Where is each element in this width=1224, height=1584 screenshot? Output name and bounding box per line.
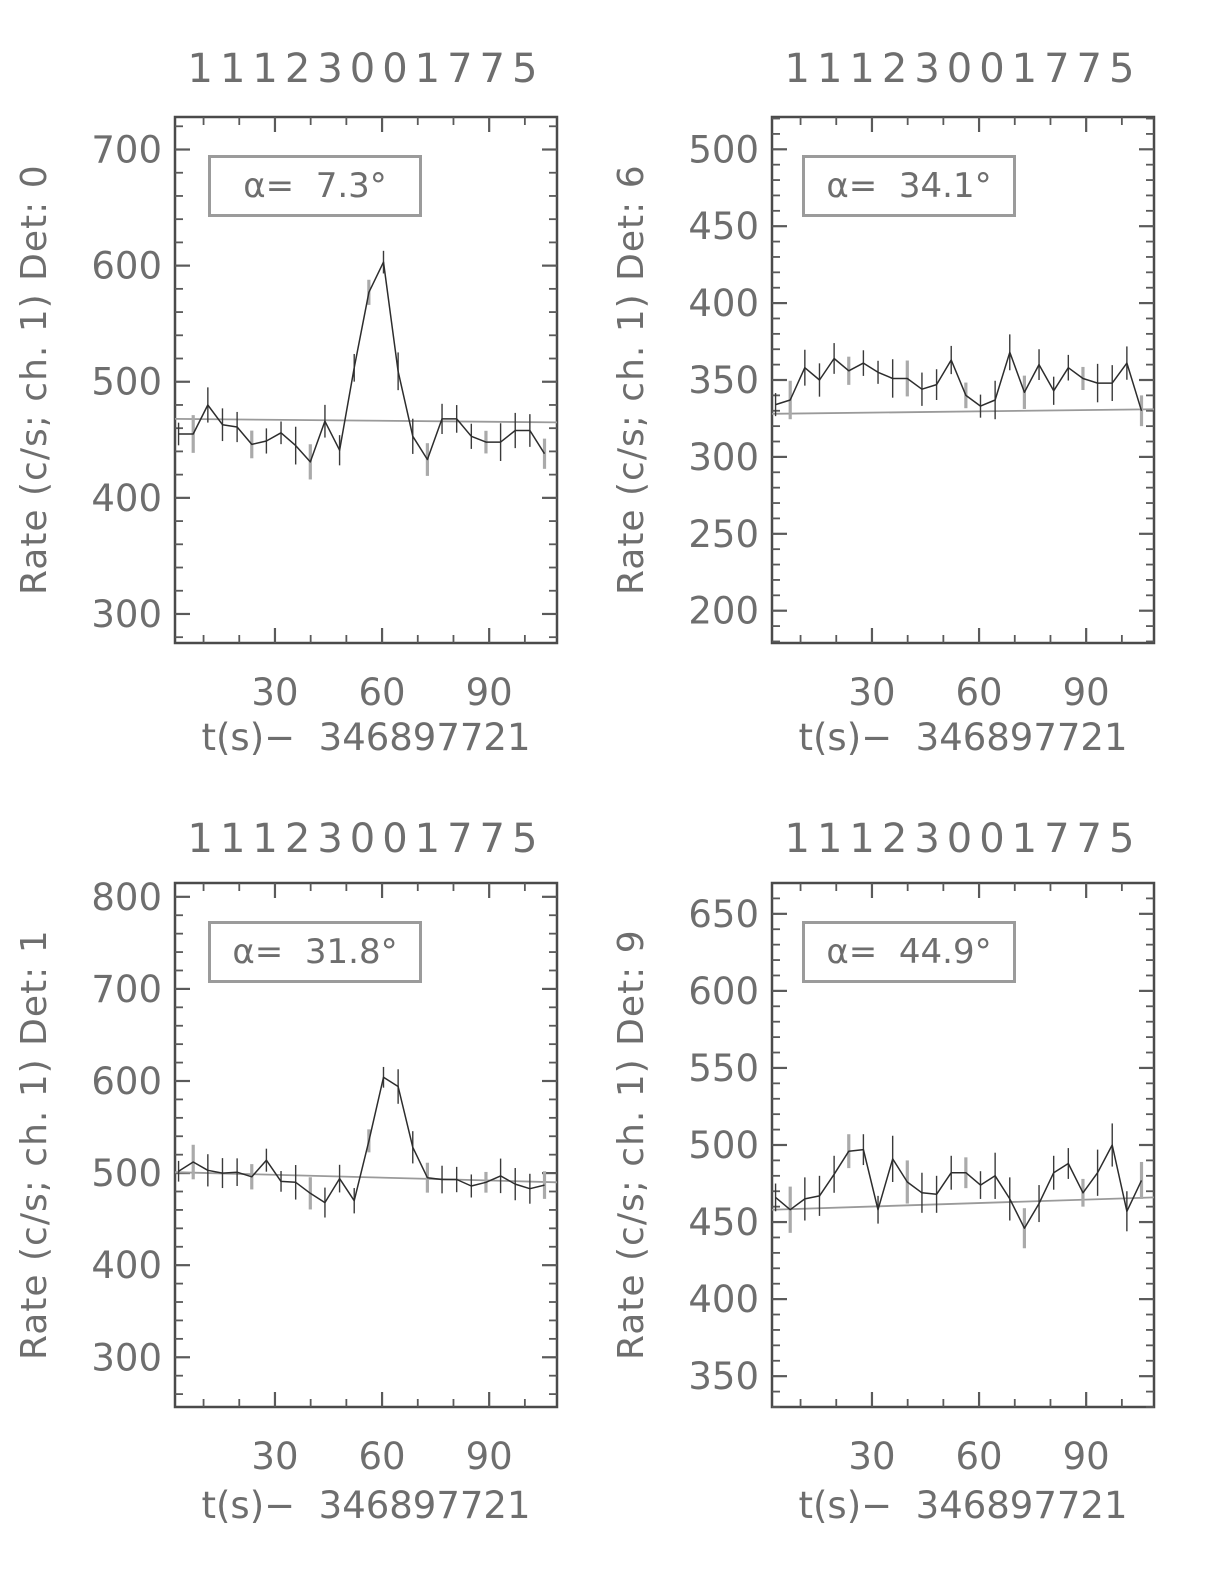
plot-frame (173, 881, 559, 1409)
y-tick-label: 500 (91, 361, 162, 404)
x-tick-label: 90 (1063, 671, 1110, 714)
alpha-annotation-box: α= 31.8° (208, 921, 422, 983)
panel-title: 11123001775 (784, 816, 1142, 862)
x-tick-label: 30 (251, 671, 298, 714)
alpha-annotation-box: α= 44.9° (802, 921, 1016, 983)
panel-det-0: 11123001775 Rate (c/s; ch. 1) Det: 0 300… (0, 0, 612, 792)
y-tick-label: 600 (91, 1060, 162, 1103)
x-axis-label: t(s)− 346897721 (798, 1484, 1128, 1527)
y-tick-label: 200 (688, 590, 759, 633)
x-axis-label: t(s)− 346897721 (201, 716, 531, 759)
panel-det-9: 11123001775 Rate (c/s; ch. 1) Det: 9 350… (611, 792, 1224, 1584)
y-tick-label: 450 (688, 1201, 759, 1244)
y-tick-label: 600 (91, 245, 162, 288)
alpha-annotation-box: α= 34.1° (802, 155, 1016, 217)
y-tick-label: 300 (91, 1336, 162, 1379)
y-tick-label: 700 (91, 968, 162, 1011)
y-tick-label: 350 (688, 1355, 759, 1398)
y-tick-label: 700 (91, 129, 162, 172)
y-tick-label: 500 (688, 1124, 759, 1167)
alpha-value-label: α= 44.9° (826, 932, 992, 972)
panel-det-1: 11123001775 Rate (c/s; ch. 1) Det: 1 300… (0, 792, 612, 1584)
y-tick-label: 350 (688, 359, 759, 402)
y-tick-label: 400 (688, 1278, 759, 1321)
light-curve-data-line (775, 1144, 1143, 1229)
panel-title: 11123001775 (187, 816, 545, 862)
x-tick-label: 60 (956, 671, 1003, 714)
alpha-annotation-box: α= 7.3° (208, 155, 422, 217)
plot-area-det-0: 300 400 500 600 700 30 60 90 (91, 115, 559, 714)
plot-area-det-1: 300 400 500 600 700 800 30 60 90 (91, 876, 559, 1478)
x-tick-label: 30 (848, 671, 895, 714)
y-tick-label: 500 (688, 128, 759, 171)
x-tick-label: 90 (466, 1435, 513, 1478)
plot-area-det-9: 350 400 450 500 550 600 650 30 60 90 (688, 881, 1156, 1478)
x-tick-label: 60 (956, 1435, 1003, 1478)
y-tick-label: 300 (91, 593, 162, 636)
plot-frame (173, 115, 559, 645)
y-tick-label: 500 (91, 1152, 162, 1195)
background-fit-line (174, 1171, 558, 1184)
y-tick-label: 800 (91, 876, 162, 919)
x-axis-label: t(s)− 346897721 (798, 716, 1128, 759)
alpha-value-label: α= 7.3° (243, 166, 387, 206)
background-fit-line (174, 417, 558, 424)
panel-title: 11123001775 (784, 46, 1142, 92)
light-curve-data-line (775, 351, 1143, 412)
y-tick-label: 300 (688, 436, 759, 479)
y-tick-label: 550 (688, 1047, 759, 1090)
x-tick-label: 60 (359, 671, 406, 714)
background-fit-line (771, 408, 1155, 415)
alpha-value-label: α= 34.1° (826, 166, 992, 206)
light-curve-data-line (178, 1076, 545, 1204)
y-tick-label: 400 (688, 282, 759, 325)
x-tick-label: 30 (251, 1435, 298, 1478)
y-tick-label: 400 (91, 1244, 162, 1287)
y-tick-label: 400 (91, 477, 162, 520)
panel-det-6: 11123001775 Rate (c/s; ch. 1) Det: 6 200… (611, 0, 1224, 792)
light-curve-data-line (178, 261, 546, 463)
x-tick-label: 90 (1063, 1435, 1110, 1478)
y-tick-label: 650 (688, 893, 759, 936)
panel-title: 11123001775 (187, 46, 545, 92)
x-axis-label: t(s)− 346897721 (201, 1484, 531, 1527)
alpha-value-label: α= 31.8° (232, 932, 398, 972)
background-fit-line (771, 1196, 1155, 1211)
x-tick-label: 90 (466, 671, 513, 714)
y-tick-label: 600 (688, 970, 759, 1013)
y-tick-label: 450 (688, 205, 759, 248)
plot-area-det-6: 200 250 300 350 400 450 500 30 60 90 (688, 115, 1156, 714)
x-tick-label: 30 (848, 1435, 895, 1478)
x-tick-label: 60 (359, 1435, 406, 1478)
y-tick-label: 250 (688, 513, 759, 556)
